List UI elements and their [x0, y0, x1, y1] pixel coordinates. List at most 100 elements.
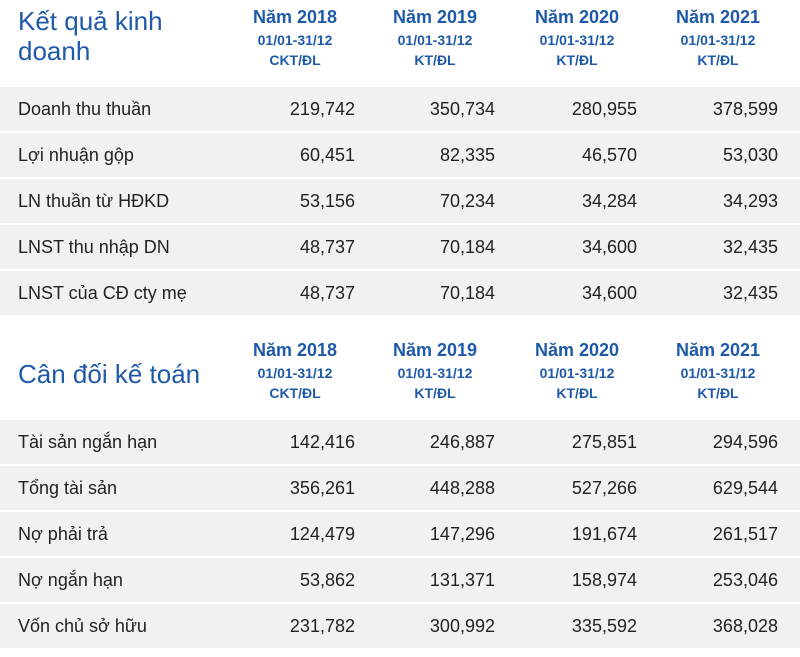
cell-value: 34,600 — [581, 237, 637, 257]
table-row: Nợ ngắn hạn 53,862 131,371 158,974 253,0… — [0, 556, 800, 602]
table-row: LN thuần từ HĐKD 53,156 70,234 34,284 34… — [0, 177, 800, 223]
column-audit: KT/ĐL — [556, 52, 598, 68]
column-period: 01/01-31/12 — [680, 365, 756, 381]
row-label: LNST thu nhập DN — [18, 237, 170, 257]
cell-value: 60,451 — [299, 145, 355, 165]
column-period: 01/01-31/12 — [397, 32, 473, 48]
table-row: Vốn chủ sở hữu 231,782 300,992 335,592 3… — [0, 602, 800, 648]
cell-value: 34,600 — [581, 283, 637, 303]
column-year: Năm 2021 — [675, 340, 761, 360]
column-period: 01/01-31/12 — [539, 32, 615, 48]
column-audit: KT/ĐL — [414, 52, 456, 68]
cell-value: 378,599 — [712, 99, 778, 119]
column-year: Năm 2020 — [534, 7, 620, 27]
column-audit: KT/ĐL — [556, 385, 598, 401]
column-period: 01/01-31/12 — [257, 365, 333, 381]
column-period: 01/01-31/12 — [257, 32, 333, 48]
column-header: Năm 2019 01/01-31/12 KT/ĐL — [355, 4, 515, 70]
table-row: Lợi nhuận gộp 60,451 82,335 46,570 53,03… — [0, 131, 800, 177]
column-period: 01/01-31/12 — [539, 365, 615, 381]
cell-value: 280,955 — [571, 99, 637, 119]
column-audit: CKT/ĐL — [269, 52, 321, 68]
column-header: Năm 2020 01/01-31/12 KT/ĐL — [497, 337, 657, 403]
row-label: LN thuần từ HĐKD — [18, 191, 170, 211]
table-row: LNST thu nhập DN 48,737 70,184 34,600 32… — [0, 223, 800, 269]
cell-value: 131,371 — [429, 570, 495, 590]
column-audit: KT/ĐL — [697, 385, 739, 401]
cell-value: 48,737 — [299, 283, 355, 303]
cell-value: 142,416 — [289, 432, 355, 452]
row-label: Vốn chủ sở hữu — [18, 616, 147, 636]
table-row: Tài sản ngắn hạn 142,416 246,887 275,851… — [0, 418, 800, 464]
row-label: Doanh thu thuần — [18, 99, 152, 119]
cell-value: 275,851 — [571, 432, 637, 452]
cell-value: 253,046 — [712, 570, 778, 590]
balance-sheet-header: Cân đối kế toán Năm 2018 01/01-31/12 CKT… — [0, 333, 800, 418]
row-label: Lợi nhuận gộp — [18, 145, 134, 165]
cell-value: 147,296 — [429, 524, 495, 544]
table-row: LNST của CĐ cty mẹ 48,737 70,184 34,600 … — [0, 269, 800, 315]
section-title-line: Kết quả kinh — [18, 6, 163, 36]
row-label: Nợ ngắn hạn — [18, 570, 123, 590]
column-audit: KT/ĐL — [414, 385, 456, 401]
cell-value: 32,435 — [722, 283, 778, 303]
section-title-line: doanh — [18, 36, 91, 66]
cell-value: 70,184 — [439, 283, 495, 303]
cell-value: 527,266 — [571, 478, 637, 498]
column-year: Năm 2018 — [252, 7, 338, 27]
cell-value: 46,570 — [581, 145, 637, 165]
column-period: 01/01-31/12 — [397, 365, 473, 381]
row-label: Tổng tài sản — [18, 478, 118, 498]
row-label: Nợ phải trả — [18, 524, 108, 544]
column-year: Năm 2018 — [252, 340, 338, 360]
section-title: Cân đối kế toán — [18, 359, 201, 389]
cell-value: 48,737 — [299, 237, 355, 257]
cell-value: 300,992 — [429, 616, 495, 636]
row-label: Tài sản ngắn hạn — [18, 432, 158, 452]
balance-sheet-section: Cân đối kế toán Năm 2018 01/01-31/12 CKT… — [0, 333, 800, 648]
cell-value: 34,284 — [581, 191, 637, 211]
cell-value: 294,596 — [712, 432, 778, 452]
cell-value: 629,544 — [712, 478, 778, 498]
column-year: Năm 2019 — [392, 7, 478, 27]
table-row: Nợ phải trả 124,479 147,296 191,674 261,… — [0, 510, 800, 556]
row-label: LNST của CĐ cty mẹ — [18, 283, 187, 303]
column-year: Năm 2021 — [675, 7, 761, 27]
cell-value: 246,887 — [429, 432, 495, 452]
column-header: Năm 2018 01/01-31/12 CKT/ĐL — [215, 4, 375, 70]
cell-value: 368,028 — [712, 616, 778, 636]
table-row: Tổng tài sản 356,261 448,288 527,266 629… — [0, 464, 800, 510]
section-title: Kết quả kinh doanh — [18, 6, 163, 66]
cell-value: 356,261 — [289, 478, 355, 498]
column-audit: CKT/ĐL — [269, 385, 321, 401]
column-audit: KT/ĐL — [697, 52, 739, 68]
cell-value: 53,156 — [299, 191, 355, 211]
cell-value: 448,288 — [429, 478, 495, 498]
column-header: Năm 2020 01/01-31/12 KT/ĐL — [497, 4, 657, 70]
column-header: Năm 2018 01/01-31/12 CKT/ĐL — [215, 337, 375, 403]
cell-value: 70,234 — [439, 191, 495, 211]
cell-value: 70,184 — [439, 237, 495, 257]
column-year: Năm 2020 — [534, 340, 620, 360]
cell-value: 34,293 — [722, 191, 778, 211]
column-year: Năm 2019 — [392, 340, 478, 360]
table-row: Doanh thu thuần 219,742 350,734 280,955 … — [0, 85, 800, 131]
column-header: Năm 2019 01/01-31/12 KT/ĐL — [355, 337, 515, 403]
income-statement-header: Kết quả kinh doanh Năm 2018 01/01-31/12 … — [0, 0, 800, 85]
cell-value: 32,435 — [722, 237, 778, 257]
cell-value: 335,592 — [571, 616, 637, 636]
cell-value: 82,335 — [439, 145, 495, 165]
income-statement-section: Kết quả kinh doanh Năm 2018 01/01-31/12 … — [0, 0, 800, 315]
cell-value: 53,030 — [722, 145, 778, 165]
cell-value: 53,862 — [299, 570, 355, 590]
cell-value: 191,674 — [571, 524, 637, 544]
cell-value: 231,782 — [289, 616, 355, 636]
cell-value: 219,742 — [289, 99, 355, 119]
column-header: Năm 2021 01/01-31/12 KT/ĐL — [638, 4, 798, 70]
cell-value: 350,734 — [429, 99, 495, 119]
cell-value: 261,517 — [712, 524, 778, 544]
cell-value: 158,974 — [571, 570, 637, 590]
column-header: Năm 2021 01/01-31/12 KT/ĐL — [638, 337, 798, 403]
column-period: 01/01-31/12 — [680, 32, 756, 48]
cell-value: 124,479 — [289, 524, 355, 544]
